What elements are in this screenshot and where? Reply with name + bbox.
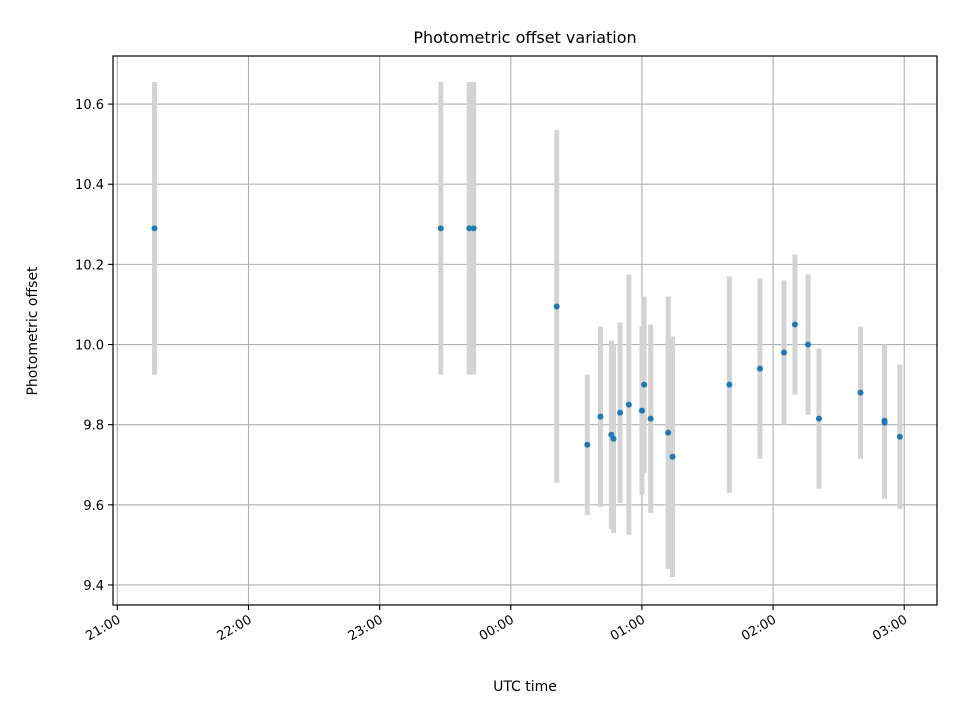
data-point <box>617 409 624 416</box>
y-tick-label: 9.8 <box>83 419 104 434</box>
data-point <box>896 433 903 440</box>
data-point <box>437 225 444 232</box>
data-point <box>669 453 676 460</box>
plot-frame <box>112 55 938 606</box>
data-point <box>726 381 733 388</box>
chart-title: Photometric offset variation <box>413 28 636 47</box>
data-point <box>791 321 798 328</box>
x-axis-label: UTC time <box>493 679 557 695</box>
data-point <box>815 415 822 422</box>
y-tick-label: 10.2 <box>75 258 104 273</box>
y-tick-label: 9.4 <box>83 579 104 594</box>
data-point <box>625 401 632 408</box>
y-tick-label: 10.6 <box>75 98 104 113</box>
data-point <box>805 341 812 348</box>
data-point <box>857 389 864 396</box>
data-point <box>151 225 158 232</box>
data-point <box>781 349 788 356</box>
data-point <box>597 413 604 420</box>
y-tick-label: 9.6 <box>83 499 104 514</box>
data-point <box>665 429 672 436</box>
data-point <box>553 303 560 310</box>
data-point <box>638 407 645 414</box>
data-point <box>584 441 591 448</box>
data-point <box>881 419 888 426</box>
y-tick-label: 10.4 <box>75 178 104 193</box>
data-point <box>756 365 763 372</box>
y-tick-label: 10.0 <box>75 339 104 354</box>
y-axis-label: Photometric offset <box>25 266 41 396</box>
data-point <box>466 225 473 232</box>
data-points <box>151 225 903 460</box>
data-point <box>641 381 648 388</box>
data-point <box>647 415 654 422</box>
data-point <box>470 225 477 232</box>
data-point <box>610 435 617 442</box>
y-axis: 9.4 9.6 9.8 10.0 10.2 10.4 10.6 <box>75 98 113 594</box>
